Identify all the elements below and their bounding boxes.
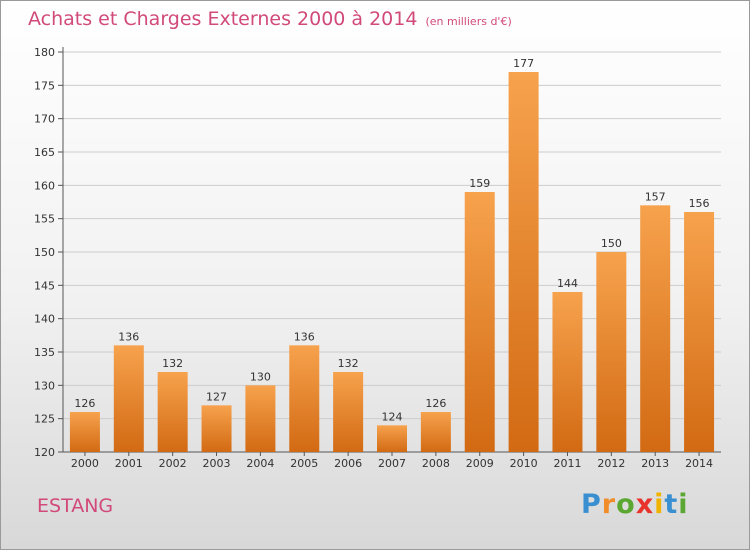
bars	[69, 72, 715, 452]
data-label: 150	[601, 237, 622, 250]
bar	[640, 205, 671, 452]
bar	[377, 425, 407, 452]
data-label: 124	[382, 410, 403, 423]
bar	[201, 405, 232, 452]
logo-letter: t	[664, 489, 679, 520]
x-tick-label: 2012	[597, 457, 625, 470]
y-tick-label: 140	[34, 313, 55, 326]
x-tick-label: 2011	[553, 457, 581, 470]
data-label: 127	[206, 390, 227, 403]
y-tick-label: 150	[34, 246, 55, 259]
data-label: 159	[469, 177, 490, 190]
y-tick-label: 175	[34, 79, 55, 92]
x-tick-label: 2003	[203, 457, 231, 470]
logo-letter: r	[601, 489, 617, 520]
labels: 126 136 132 127 130 136 132 124 126 159 177 144 150 1…	[74, 57, 709, 423]
proxiti-logo: Proxiti	[581, 489, 689, 520]
logo-letter: P	[581, 489, 602, 520]
x-tick-label: 2009	[466, 457, 494, 470]
x-tick-label: 2004	[246, 457, 274, 470]
bar	[596, 252, 627, 452]
y-tick-label: 165	[34, 146, 55, 159]
y-tick-label: 130	[34, 379, 55, 392]
bar	[552, 292, 583, 452]
chart-title: Achats et Charges Externes 2000 à 2014 (e…	[28, 8, 512, 30]
y-tick-label: 145	[34, 279, 55, 292]
y-tick-label: 170	[34, 113, 55, 126]
x-tick-label: 2001	[115, 457, 143, 470]
data-label: 130	[250, 370, 271, 383]
x-tick-label: 2014	[685, 457, 713, 470]
bar	[157, 372, 188, 452]
x-tick-label: 2005	[290, 457, 318, 470]
x-tick-label: 2000	[71, 457, 99, 470]
bar	[684, 212, 715, 452]
bar	[113, 345, 144, 452]
data-label: 126	[425, 397, 446, 410]
axes: 120 125 130 135 140 145 150 155 160 165 170 175 180 2…	[34, 46, 721, 470]
data-label: 177	[513, 57, 534, 70]
logo-letter: x	[635, 489, 655, 520]
data-label: 144	[557, 277, 578, 290]
data-label: 136	[294, 330, 315, 343]
y-tick-label: 120	[34, 446, 55, 459]
x-tick-label: 2013	[641, 457, 669, 470]
data-label: 126	[74, 397, 95, 410]
logo-letter: o	[616, 489, 636, 520]
y-tick-label: 125	[34, 413, 55, 426]
y-tick-label: 160	[34, 179, 55, 192]
title-text: Achats et Charges Externes 2000 à 2014	[28, 8, 418, 30]
bar	[289, 345, 320, 452]
x-tick-label: 2006	[334, 457, 362, 470]
bar	[508, 72, 539, 452]
bar	[464, 192, 495, 452]
x-tick-label: 2002	[159, 457, 187, 470]
y-tick-label: 135	[34, 346, 55, 359]
bar	[420, 412, 451, 452]
commune-name: ESTANG	[37, 495, 114, 517]
bar	[245, 385, 276, 452]
y-tick-label: 155	[34, 213, 55, 226]
bar	[333, 372, 364, 452]
y-tick-label: 180	[34, 46, 55, 59]
logo-letter: i	[678, 489, 689, 520]
x-tick-label: 2008	[422, 457, 450, 470]
data-label: 157	[645, 190, 666, 203]
x-tick-label: 2010	[510, 457, 538, 470]
data-label: 132	[338, 357, 359, 370]
data-label: 156	[689, 197, 710, 210]
data-label: 132	[162, 357, 183, 370]
bar	[69, 412, 100, 452]
chart-subtitle: (en milliers d'€)	[425, 15, 512, 28]
logo-letter: i	[654, 489, 665, 520]
data-label: 136	[118, 330, 139, 343]
x-tick-label: 2007	[378, 457, 406, 470]
